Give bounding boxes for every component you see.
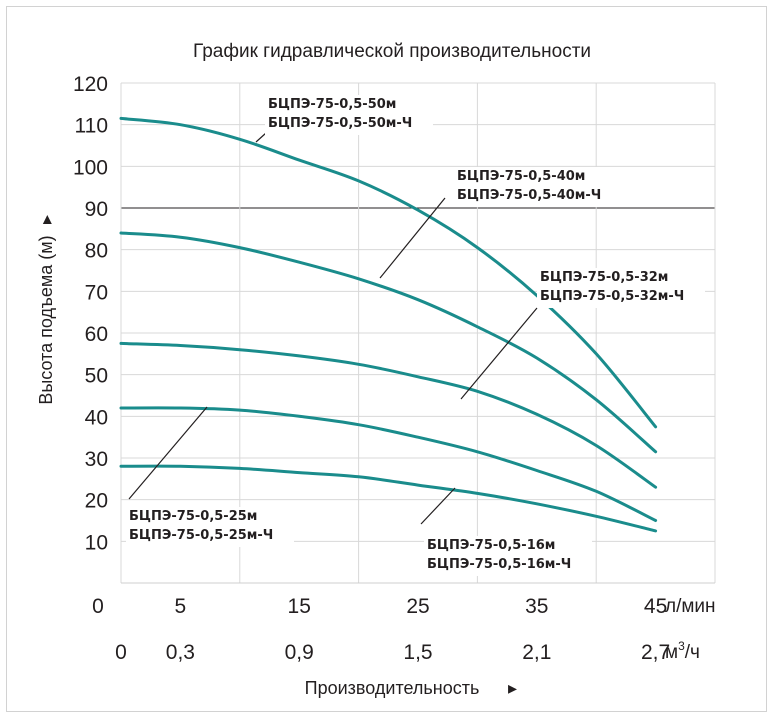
y-tick-label: 40 <box>85 406 108 429</box>
x-unit-lmin: л/мин <box>665 596 716 617</box>
x-axis-arrow: ▸ <box>508 678 517 698</box>
leader-line <box>460 307 538 400</box>
y-tick-label: 100 <box>73 156 108 179</box>
series-label-line1: БЦПЭ-75-0,5-32м <box>540 270 668 285</box>
series-label-bg <box>265 95 433 135</box>
y-tick-label: 120 <box>73 73 108 96</box>
series-label-line1: БЦПЭ-75-0,5-40м <box>457 169 585 184</box>
y-tick-label: 80 <box>85 240 108 263</box>
x-tick-label-m3h: 0,9 <box>285 641 314 664</box>
series-line <box>119 116 658 429</box>
series-label-bg <box>424 536 592 576</box>
leader-line <box>128 406 208 500</box>
y-tick-label: 110 <box>75 115 108 138</box>
x-tick-label-m3h: 0 <box>115 641 127 664</box>
y-tick-label: 60 <box>85 323 108 346</box>
x-tick-label-lmin: 15 <box>288 595 311 618</box>
x-tick-label-m3h: 1,5 <box>403 641 432 664</box>
series-line <box>119 341 658 489</box>
x-unit-m3h: м3/ч <box>665 639 700 663</box>
series-label-line1: БЦПЭ-75-0,5-16м <box>427 538 555 553</box>
chart-title: График гидравлической производительности <box>193 41 591 62</box>
x-unit-m3h-tail: /ч <box>685 642 700 663</box>
series-line <box>119 406 658 522</box>
x-tick-label-lmin: 45 <box>644 595 667 618</box>
series-labels: БЦПЭ-75-0,5-50м БЦПЭ-75-0,5-50м-Ч БЦПЭ-75-… <box>126 95 705 576</box>
y-axis-label-text: Высота подъема (м) <box>36 235 56 404</box>
series-label-line1: БЦПЭ-75-0,5-50м <box>268 97 396 112</box>
y-tick-label: 30 <box>85 448 108 471</box>
x-axis-label-text: Производительность <box>305 678 480 698</box>
series-label-line2: БЦПЭ-75-0,5-32м-Ч <box>540 289 684 304</box>
x-tick-label-m3h: 0,3 <box>166 641 195 664</box>
series-curves <box>119 116 658 533</box>
y-tick-label: 70 <box>85 281 108 304</box>
series-label-line2: БЦПЭ-75-0,5-50м-Ч <box>268 116 412 131</box>
series-label-line2: БЦПЭ-75-0,5-25м-Ч <box>129 528 273 543</box>
x-tick-label-m3h: 2,7 <box>641 641 670 664</box>
series-label-line2: БЦПЭ-75-0,5-16м-Ч <box>427 557 571 572</box>
series-label-bg <box>454 167 622 207</box>
y-axis-label: Высота подъема (м) ▸ <box>36 215 56 405</box>
leader-line <box>255 132 267 143</box>
y-tick-label: 20 <box>85 490 108 513</box>
x-tick-label-lmin: 25 <box>406 595 429 618</box>
y-tick-label: 10 <box>85 531 108 554</box>
x-tick-label-m3h: 2,1 <box>522 641 551 664</box>
x-axis-ticks-lmin: 0 5 15 25 35 45 <box>92 595 667 618</box>
series-line <box>119 231 658 454</box>
series-label-line2: БЦПЭ-75-0,5-40м-Ч <box>457 188 601 203</box>
x-unit-m3h-sup: 3 <box>678 639 685 653</box>
x-unit-m3h-base: м <box>665 642 678 663</box>
series-label-line1: БЦПЭ-75-0,5-25м <box>129 509 257 524</box>
y-axis-arrow: ▸ <box>36 215 56 224</box>
series-line <box>119 464 658 533</box>
leader-line <box>379 197 446 279</box>
x-tick-label-lmin: 5 <box>175 595 187 618</box>
leader-line <box>420 487 456 525</box>
series-label-bg <box>126 507 294 547</box>
x-tick-label-lmin: 35 <box>525 595 548 618</box>
x-axis-label: Производительность ▸ <box>305 678 517 698</box>
leader-lines <box>128 132 538 525</box>
y-axis-ticks: 10 20 30 40 50 60 70 80 90 100 110 120 <box>73 73 108 554</box>
x-tick-label-lmin: 0 <box>92 595 104 618</box>
y-tick-label: 50 <box>85 365 108 388</box>
series-label-bg <box>537 268 705 308</box>
y-tick-label: 90 <box>85 198 108 221</box>
x-axis-ticks-m3h: 0 0,3 0,9 1,5 2,1 2,7 <box>115 641 670 664</box>
